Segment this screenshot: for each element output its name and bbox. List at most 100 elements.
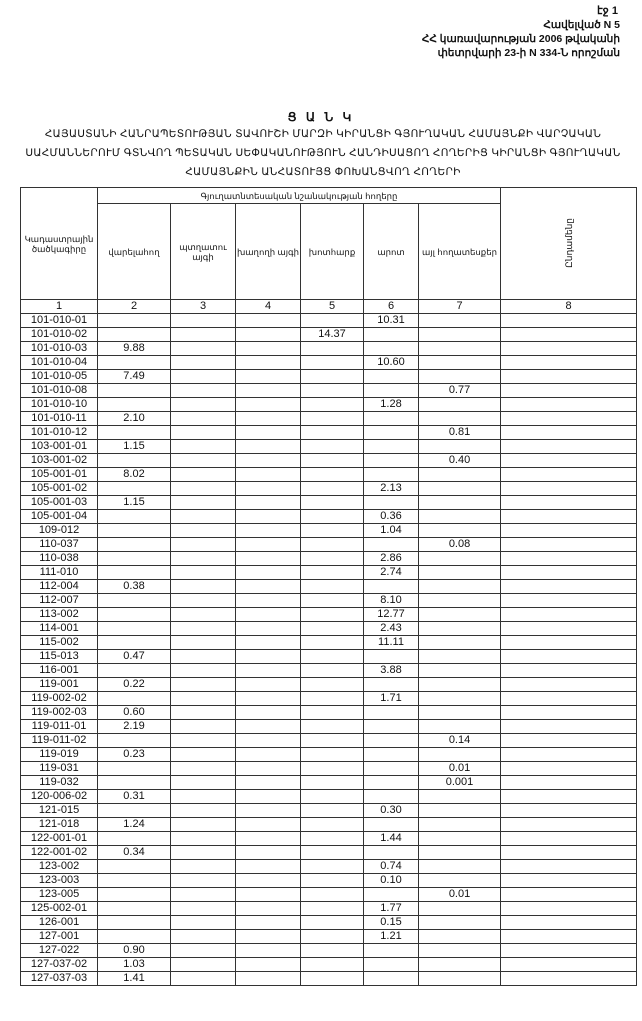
area-cell	[300, 341, 364, 356]
area-cell	[417, 845, 502, 860]
area-cell	[417, 579, 502, 594]
area-cell: 0.10	[363, 873, 419, 888]
cadastral-code-cell: 127-037-02	[20, 957, 98, 972]
area-cell	[300, 733, 364, 748]
area-cell: 14.37	[300, 327, 364, 342]
area-cell	[300, 887, 364, 902]
header-vineyard: խաղողի այգի	[235, 203, 301, 300]
area-cell	[300, 761, 364, 776]
area-cell	[363, 579, 419, 594]
area-cell	[235, 733, 301, 748]
area-cell	[170, 649, 236, 664]
table-row: 123-005 0.01	[20, 887, 638, 902]
area-cell: 2.13	[363, 481, 419, 496]
area-cell	[235, 397, 301, 412]
table-row: 123-003 0.10	[20, 873, 638, 888]
cadastral-code-cell: 123-003	[20, 873, 98, 888]
area-cell	[300, 537, 364, 552]
area-cell	[300, 313, 364, 328]
area-cell: 1.15	[97, 439, 171, 454]
area-cell	[300, 873, 364, 888]
area-cell	[500, 593, 638, 608]
area-cell: 2.74	[363, 565, 419, 580]
table-row: 110-037 0.08	[20, 537, 638, 552]
area-cell	[235, 789, 301, 804]
area-cell	[363, 327, 419, 342]
area-cell	[500, 635, 638, 650]
area-cell	[417, 607, 502, 622]
area-cell	[500, 817, 638, 832]
area-cell	[235, 411, 301, 426]
area-cell: 0.01	[417, 887, 502, 902]
area-cell	[170, 425, 236, 440]
area-cell	[235, 341, 301, 356]
area-cell: 2.86	[363, 551, 419, 566]
table-row: 101-010-05 7.49	[20, 369, 638, 384]
area-cell	[97, 873, 171, 888]
cadastral-code-cell: 110-038	[20, 551, 98, 566]
table-row: 105-001-03 1.15	[20, 495, 638, 510]
area-cell	[235, 887, 301, 902]
area-cell: 0.81	[417, 425, 502, 440]
area-cell	[170, 691, 236, 706]
area-cell	[417, 397, 502, 412]
area-cell	[417, 467, 502, 482]
area-cell	[170, 943, 236, 958]
area-cell	[170, 901, 236, 916]
area-cell	[363, 747, 419, 762]
area-cell	[97, 901, 171, 916]
area-cell	[363, 383, 419, 398]
area-cell	[363, 887, 419, 902]
area-cell	[170, 929, 236, 944]
area-cell	[97, 593, 171, 608]
cadastral-code-cell: 119-011-02	[20, 733, 98, 748]
area-cell	[500, 957, 638, 972]
area-cell	[417, 747, 502, 762]
table-row: 123-002 0.74	[20, 859, 638, 874]
area-cell	[235, 313, 301, 328]
cadastral-code-cell: 105-001-02	[20, 481, 98, 496]
cadastral-code-cell: 126-001	[20, 915, 98, 930]
area-cell	[417, 439, 502, 454]
cadastral-code-cell: 109-012	[20, 523, 98, 538]
area-cell	[235, 369, 301, 384]
area-cell: 1.41	[97, 971, 171, 986]
area-cell	[300, 705, 364, 720]
area-cell	[363, 467, 419, 482]
area-cell	[97, 915, 171, 930]
area-cell	[500, 327, 638, 342]
cadastral-code-cell: 119-002-03	[20, 705, 98, 720]
area-cell	[417, 915, 502, 930]
area-cell	[417, 971, 502, 986]
area-cell	[235, 747, 301, 762]
area-cell	[235, 635, 301, 650]
table-row: 101-010-04 10.60	[20, 355, 638, 370]
cadastral-code-cell: 112-004	[20, 579, 98, 594]
area-cell	[170, 383, 236, 398]
header-hayfield: խոտհարք	[300, 203, 364, 300]
document-title: ՀԱՅԱՍՏԱՆԻ ՀԱՆՐԱՊԵՏՈՒԹՅԱՆ ՏԱՎՈՒՇԻ ՄԱՐԶԻ Կ…	[25, 128, 621, 178]
area-cell	[170, 859, 236, 874]
area-cell	[363, 943, 419, 958]
table-row: 119-031 0.01	[20, 761, 638, 776]
area-cell: 10.31	[363, 313, 419, 328]
table-row: 101-010-10 1.28	[20, 397, 638, 412]
area-cell: 0.40	[417, 453, 502, 468]
table-row: 101-010-12 0.81	[20, 425, 638, 440]
area-cell	[170, 481, 236, 496]
area-cell	[300, 495, 364, 510]
area-cell	[235, 327, 301, 342]
area-cell	[300, 845, 364, 860]
area-cell	[417, 957, 502, 972]
area-cell	[97, 775, 171, 790]
area-cell	[235, 817, 301, 832]
table-body: 101-010-01 10.31 101-010-02 14.37 101-010-03…	[20, 313, 638, 986]
area-cell	[417, 411, 502, 426]
area-cell	[300, 915, 364, 930]
area-cell	[235, 943, 301, 958]
cadastral-code-cell: 119-001	[20, 677, 98, 692]
area-cell	[417, 621, 502, 636]
column-number: 5	[300, 299, 364, 314]
area-cell	[235, 677, 301, 692]
area-cell	[363, 733, 419, 748]
